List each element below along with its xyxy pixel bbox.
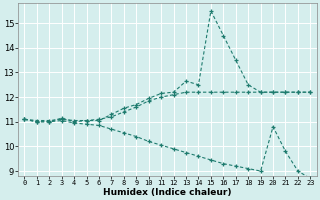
X-axis label: Humidex (Indice chaleur): Humidex (Indice chaleur)	[103, 188, 232, 197]
